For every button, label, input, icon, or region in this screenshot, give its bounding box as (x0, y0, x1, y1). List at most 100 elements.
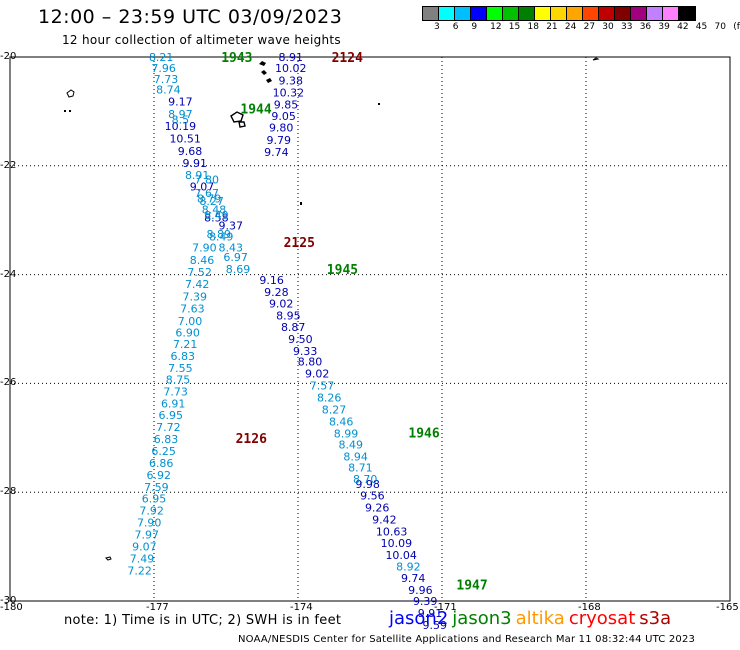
wave-height-value: 9.38 (279, 74, 304, 87)
color-scale-label: 3 (434, 22, 440, 32)
wave-height-value: 9.91 (183, 157, 208, 170)
island-shape (230, 111, 246, 128)
wave-height-value: 8.27 (322, 404, 347, 417)
wave-height-value: 9.91 (418, 607, 443, 620)
wave-height-value: 6.83 (171, 350, 196, 363)
wave-height-value: 7.00 (178, 315, 203, 328)
pass-number: 2125 (284, 236, 315, 251)
wave-height-value: 7.72 (156, 421, 181, 434)
island-outlines (64, 57, 600, 561)
color-scale-label: 33 (621, 22, 633, 32)
wave-height-value: 10.51 (169, 133, 201, 146)
color-swatch (503, 7, 519, 20)
wave-height-value: 8.97 (168, 108, 193, 121)
wave-height-value: 10.04 (385, 549, 417, 562)
pass-number-labels: 2124 2125 2126 1943 1944 1945 1946 1947 (221, 51, 488, 594)
color-swatch (551, 7, 567, 20)
legend-entry-jason2: jason2 (389, 608, 449, 629)
island-shape (64, 110, 66, 112)
wave-height-value: 9.02 (305, 368, 330, 381)
color-swatch (567, 7, 583, 20)
color-scale-bar (422, 6, 696, 21)
map-frame (9, 56, 731, 602)
island-shape (378, 103, 380, 105)
wave-height-value: 8.49 (339, 438, 364, 451)
page-subtitle: 12 hour collection of altimeter wave hei… (62, 33, 341, 47)
color-scale-label: 70 (714, 22, 726, 32)
wave-height-value: 8.99 (334, 427, 359, 440)
pass-number: 2124 (332, 51, 363, 66)
wave-height-value: 8.49 (204, 209, 229, 222)
color-scale-label: 27 (583, 22, 596, 32)
wave-height-value: 8.92 (396, 561, 421, 574)
wave-height-value: 9.50 (288, 333, 313, 346)
wave-height-value: 7.22 (127, 565, 152, 578)
wave-height-value: 9.02 (269, 297, 294, 310)
wave-height-value: 8.75 (166, 374, 191, 387)
color-scale-label: 12 (490, 22, 502, 32)
wave-height-value: 6.92 (147, 469, 172, 482)
color-swatch (519, 7, 535, 20)
pass-number: 1947 (456, 579, 487, 594)
wave-height-value: 8.74 (156, 84, 181, 97)
wave-height-value: 9.96 (408, 584, 433, 597)
wave-height-value: 7.90 (137, 517, 162, 530)
color-scale-label: 9 (471, 22, 478, 32)
color-scale-label: 36 (639, 22, 652, 32)
wave-height-value: 6.25 (151, 445, 176, 458)
wave-height-value: 7.73 (163, 386, 188, 399)
island-shape (69, 110, 71, 112)
wave-height-value: 8.91 (279, 51, 304, 64)
island-shape (105, 556, 112, 561)
pass-number: 1944 (240, 103, 271, 118)
page-title: 12:00 – 23:59 UTC 03/09/2023 (38, 6, 343, 28)
wave-height-value: 9.79 (267, 134, 292, 147)
wave-height-value: 9.16 (259, 274, 284, 287)
wave-height-value: 9.85 (274, 98, 299, 111)
color-swatch (471, 7, 487, 20)
y-tick-label: -22 (0, 159, 17, 171)
wave-height-value: 9.42 (372, 513, 397, 526)
footnote: note: 1) Time is in UTC; 2) SWH is in fe… (64, 613, 342, 628)
legend-entry-cryosat: cryosat (568, 608, 636, 629)
wave-height-value: 7.67 (195, 187, 220, 200)
wave-height-value: 8.80 (298, 356, 323, 369)
wave-height-value: 7.39 (183, 290, 208, 303)
wave-height-value: 7.42 (185, 278, 210, 291)
wave-height-value: 8.58 (204, 211, 229, 224)
wave-height-value: 6.90 (175, 326, 200, 339)
island-shape (592, 57, 600, 61)
x-tick-label: -168 (578, 602, 601, 613)
color-scale-label: 42 (677, 22, 689, 32)
legend-entry-altika: altika (515, 608, 565, 629)
wave-height-value: 8.43 (219, 241, 244, 254)
wave-height-value: 10.63 (376, 525, 408, 538)
color-swatch (423, 7, 439, 20)
color-swatch (663, 7, 679, 20)
wave-height-value: 6.95 (142, 493, 167, 506)
wave-height-value: 9.17 (168, 96, 193, 109)
wave-height-value: 8.27 (199, 195, 224, 208)
wave-height-value: 9.39 (413, 595, 438, 608)
color-scale-label: 6 (452, 22, 459, 32)
pass-number: 1943 (221, 51, 252, 66)
x-tick-label: -177 (146, 602, 169, 613)
wave-height-value: 9.56 (360, 489, 385, 502)
wave-height-value: 9.26 (365, 501, 390, 514)
color-swatch (647, 7, 663, 20)
wave-height-value: 7.80 (195, 173, 220, 186)
island-shape (259, 61, 272, 83)
wave-height-value: 10.32 (273, 86, 305, 99)
wave-height-value: 6.97 (223, 251, 248, 264)
color-scale-label: 21 (546, 22, 558, 32)
wave-height-value: 10.09 (381, 537, 413, 550)
color-scale-label: 45 (695, 22, 708, 32)
color-swatch (615, 7, 631, 20)
wave-height-value: 7.57 (310, 380, 335, 393)
legend-entry-jason3: jason3 (452, 608, 512, 629)
wave-height-value: 10.02 (275, 62, 307, 75)
wave-height-value: 7.97 (135, 529, 160, 542)
wave-height-value: 7.92 (139, 505, 164, 518)
wave-height-value: 8.49 (209, 231, 234, 244)
